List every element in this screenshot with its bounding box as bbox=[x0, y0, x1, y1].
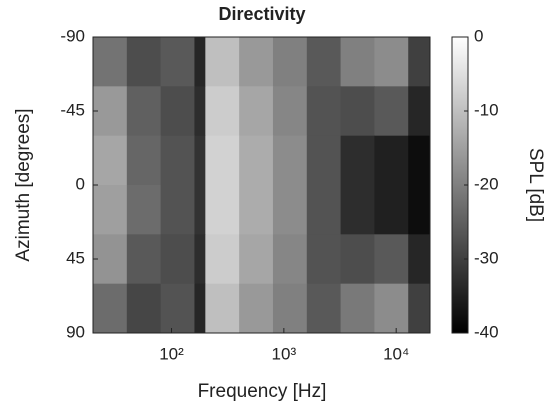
heatmap-cell bbox=[408, 37, 431, 87]
heatmap-cell bbox=[306, 135, 342, 186]
heatmap-cell bbox=[194, 86, 206, 137]
heatmap-cell bbox=[239, 135, 274, 186]
heatmap-cell bbox=[126, 135, 162, 186]
heatmap-cell bbox=[194, 37, 206, 87]
heatmap-cell bbox=[126, 283, 162, 334]
heatmap-cell bbox=[93, 283, 128, 334]
heatmap-cell bbox=[205, 185, 240, 235]
heatmap-cell bbox=[340, 234, 375, 285]
colorbar-tick-label: -10 bbox=[474, 100, 499, 119]
chart-title: Directivity bbox=[218, 4, 305, 24]
heatmap-cell bbox=[126, 86, 162, 137]
heatmap-cell bbox=[374, 135, 409, 186]
heatmap-cell bbox=[160, 37, 195, 87]
heatmap-cell bbox=[126, 37, 162, 87]
colorbar-tick-label: 0 bbox=[474, 26, 483, 45]
y-tick-label: 90 bbox=[66, 322, 85, 341]
heatmap-cell bbox=[408, 185, 431, 235]
heatmap-cell bbox=[340, 283, 375, 334]
heatmap-cell bbox=[272, 185, 308, 235]
x-axis-label: Frequency [Hz] bbox=[198, 381, 327, 402]
heatmap-cell bbox=[374, 185, 409, 235]
heatmap-cell bbox=[239, 234, 274, 285]
heatmap-cell bbox=[93, 185, 128, 235]
heatmap-cell bbox=[194, 185, 206, 235]
heatmap-cell bbox=[160, 283, 195, 334]
colorbar-label: SPL [dB] bbox=[525, 148, 546, 222]
heatmap-cell bbox=[306, 86, 342, 137]
y-tick-label: -45 bbox=[60, 100, 85, 119]
heatmap-cell bbox=[93, 234, 128, 285]
heatmap-cell bbox=[374, 37, 409, 87]
heatmap-cell bbox=[194, 234, 206, 285]
heatmap-cell bbox=[160, 135, 195, 186]
heatmap-cell bbox=[205, 37, 240, 87]
colorbar-tick-label: -30 bbox=[474, 248, 499, 267]
heatmap-cell bbox=[306, 37, 342, 87]
heatmap-cell bbox=[306, 185, 342, 235]
y-tick-label: 45 bbox=[66, 248, 85, 267]
heatmap-cell bbox=[160, 234, 195, 285]
x-tick-label: 10² bbox=[159, 344, 184, 363]
heatmap-cell bbox=[126, 185, 162, 235]
heatmap-cell bbox=[160, 185, 195, 235]
heatmap-cell bbox=[374, 86, 409, 137]
heatmap-cell bbox=[306, 283, 342, 334]
heatmap-cell bbox=[93, 135, 128, 186]
colorbar-tick-label: -40 bbox=[474, 322, 499, 341]
heatmap-cell bbox=[340, 135, 375, 186]
heatmap-cell bbox=[126, 234, 162, 285]
heatmap-cell bbox=[272, 283, 308, 334]
heatmap-cell bbox=[272, 86, 308, 137]
heatmap-cell bbox=[340, 86, 375, 137]
x-tick-label: 10⁴ bbox=[383, 344, 409, 363]
heatmap-cell bbox=[408, 234, 431, 285]
heatmap-cell bbox=[205, 283, 240, 334]
heatmap-cell bbox=[239, 37, 274, 87]
heatmap-cell bbox=[239, 86, 274, 137]
x-tick-label: 10³ bbox=[272, 344, 297, 363]
heatmap-cell bbox=[306, 234, 342, 285]
heatmap-cell bbox=[272, 234, 308, 285]
heatmap-cell bbox=[374, 283, 409, 334]
heatmap-cell bbox=[272, 135, 308, 186]
y-tick-label: -90 bbox=[60, 26, 85, 45]
heatmap-cell bbox=[272, 37, 308, 87]
heatmap-cell bbox=[340, 185, 375, 235]
heatmap-cell bbox=[374, 234, 409, 285]
heatmap-cell bbox=[93, 86, 128, 137]
heatmap-cell bbox=[160, 86, 195, 137]
heatmap-cell bbox=[340, 37, 375, 87]
colorbar-tick-label: -20 bbox=[474, 174, 499, 193]
heatmap-cell bbox=[239, 283, 274, 334]
y-axis-label: Azimuth [degrees] bbox=[13, 108, 34, 261]
y-tick-label: 0 bbox=[76, 174, 85, 193]
heatmap-cell bbox=[408, 283, 431, 334]
heatmap-cell bbox=[93, 37, 128, 87]
heatmap-cell bbox=[194, 135, 206, 186]
heatmap-cell bbox=[408, 86, 431, 137]
heatmap-cell bbox=[239, 185, 274, 235]
heatmap-cell bbox=[205, 86, 240, 137]
heatmap-cell bbox=[205, 234, 240, 285]
heatmap-cell bbox=[205, 135, 240, 186]
heatmap-cell bbox=[408, 135, 431, 186]
heatmap-cell bbox=[194, 283, 206, 334]
